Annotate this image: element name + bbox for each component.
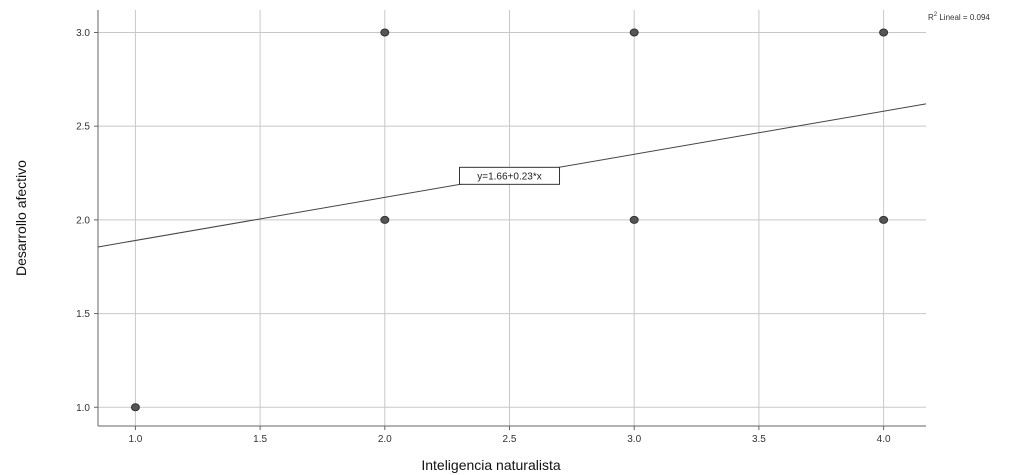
x-axis-title: Inteligencia naturalista bbox=[421, 457, 561, 473]
r2-legend: R2 Lineal = 0.094 bbox=[928, 12, 990, 22]
grid-lines bbox=[98, 10, 926, 426]
data-point bbox=[879, 215, 889, 224]
data-points bbox=[130, 28, 889, 412]
y-tick-label: 3.0 bbox=[76, 28, 90, 39]
data-point bbox=[629, 28, 639, 37]
r2-superscript: 2 bbox=[934, 12, 938, 18]
data-point bbox=[879, 28, 889, 37]
x-tick-label: 1.0 bbox=[128, 434, 142, 445]
x-tick-label: 4.0 bbox=[877, 434, 891, 445]
data-point bbox=[130, 403, 140, 412]
equation-label-box bbox=[459, 166, 561, 185]
r2-prefix: R bbox=[928, 13, 934, 22]
y-axis-title: Desarrollo afectivo bbox=[13, 160, 29, 276]
data-point bbox=[629, 215, 639, 224]
y-tick-label: 2.5 bbox=[76, 122, 90, 133]
data-point bbox=[380, 215, 390, 224]
equation-box: y=1.66+0.23*x bbox=[459, 166, 561, 185]
x-tick-label: 3.5 bbox=[752, 434, 766, 445]
x-tick-label: 1.5 bbox=[253, 434, 267, 445]
r2-value: Lineal = 0.094 bbox=[937, 13, 990, 22]
y-tick-label: 2.0 bbox=[76, 215, 90, 226]
x-tick-label: 3.0 bbox=[627, 434, 641, 445]
y-tick-label: 1.0 bbox=[76, 403, 90, 414]
y-tick-label: 1.5 bbox=[76, 309, 90, 320]
data-point bbox=[380, 28, 390, 37]
x-tick-label: 2.5 bbox=[503, 434, 517, 445]
axes bbox=[94, 10, 926, 430]
x-tick-label: 2.0 bbox=[378, 434, 392, 445]
equation-label: y=1.66+0.23*x bbox=[477, 171, 542, 182]
tick-labels: 1.0 1.5 2.0 2.5 3.0 3.5 4.0 1.0 1.5 2.0 2.5 3.0 bbox=[76, 28, 891, 445]
